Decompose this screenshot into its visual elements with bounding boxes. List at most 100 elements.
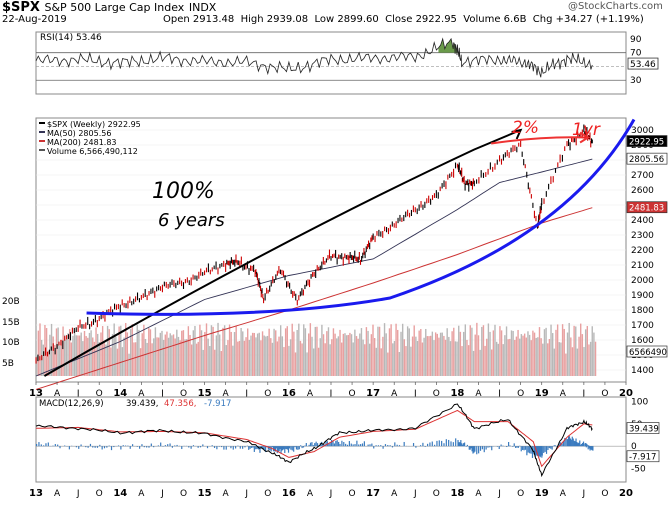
- volume-bar: [199, 324, 201, 376]
- macd-histogram-bar: [473, 446, 475, 453]
- macd-histogram-bar: [541, 446, 543, 456]
- price-x-tick: J: [160, 389, 164, 399]
- macd-histogram-bar: [348, 441, 350, 447]
- macd-histogram-bar: [250, 446, 253, 448]
- macd-histogram-bar: [419, 445, 422, 447]
- rsi-overbought-fill: [438, 38, 459, 53]
- volume-bar: [380, 348, 382, 376]
- volume-bar: [344, 333, 346, 376]
- volume-bar: [123, 337, 125, 376]
- macd-histogram-bar: [190, 446, 192, 449]
- macd-histogram-bar: [441, 440, 443, 447]
- price-x-tick: O: [180, 389, 187, 399]
- macd-histogram-bar: [252, 446, 254, 448]
- macd-histogram-bar: [377, 445, 380, 447]
- high-value: 2939.08: [266, 14, 309, 25]
- macd-y-tick: 0: [631, 442, 637, 452]
- macd-histogram-bar: [589, 446, 591, 451]
- macd-histogram-bar: [436, 440, 438, 447]
- macd-histogram-bar: [150, 443, 152, 447]
- volume-bar: [420, 328, 422, 376]
- macd-histogram-bar: [167, 444, 169, 447]
- macd-histogram-bar: [491, 446, 493, 451]
- volume-bar: [415, 336, 417, 376]
- macd-histogram-bar: [483, 446, 485, 453]
- macd-x-tick: J: [582, 489, 586, 499]
- volume-bar: [59, 345, 61, 376]
- volume-bar: [532, 330, 534, 376]
- volume-bar: [550, 324, 552, 376]
- macd-histogram-bar: [329, 442, 331, 447]
- macd-histogram-bar: [335, 440, 337, 447]
- macd-histogram-bar: [588, 445, 590, 447]
- macd-histogram-bar: [457, 440, 459, 447]
- last-value-box: [626, 152, 668, 165]
- macd-histogram-bar: [285, 446, 287, 449]
- volume-bar: [240, 327, 242, 376]
- volume-bar: [113, 323, 115, 376]
- volume-bar: [489, 331, 491, 376]
- macd-histogram-bar: [47, 442, 49, 447]
- macd-histogram-bar: [524, 446, 527, 450]
- red-arrow-head: [579, 131, 590, 144]
- volume-bar: [429, 335, 432, 376]
- volume-bar: [139, 348, 142, 376]
- macd-histogram-bar: [301, 446, 303, 449]
- macd-histogram-bar: [403, 441, 405, 447]
- volume-bar: [105, 344, 107, 376]
- macd-histogram-bar: [548, 446, 550, 449]
- volume-bar: [225, 345, 227, 376]
- volume-bar: [317, 347, 320, 376]
- macd-histogram-bar: [471, 446, 473, 452]
- macd-histogram-bar: [517, 446, 520, 448]
- macd-histogram-bar: [543, 446, 545, 453]
- volume-bar: [286, 326, 288, 376]
- macd-histogram-bar: [455, 438, 457, 447]
- macd-histogram-bar: [481, 446, 483, 450]
- volume-bar: [502, 344, 504, 376]
- macd-histogram-bar: [571, 436, 573, 447]
- last-value-box: [626, 345, 668, 358]
- macd-histogram-bar: [565, 438, 567, 447]
- macd-histogram-bar: [331, 440, 333, 447]
- price-x-tick: A: [138, 389, 145, 399]
- macd-histogram-bar: [544, 446, 546, 452]
- volume-bar: [566, 332, 569, 376]
- macd-histogram-bar: [248, 446, 250, 450]
- macd-histogram-bar: [476, 446, 478, 455]
- ohlc-readout: Open 2913.48 High 2939.08 Low 2899.60 Cl…: [163, 14, 644, 25]
- macd-legend-signal: 47.356,: [164, 399, 196, 409]
- macd-histogram-bar: [280, 446, 282, 454]
- ma50-line: [35, 158, 593, 377]
- macd-histogram-bar: [469, 446, 471, 450]
- volume-bar: [253, 332, 256, 376]
- price-y-tick: 2000: [631, 276, 654, 286]
- volume-bar: [242, 331, 244, 376]
- macd-histogram-bar: [558, 442, 560, 447]
- macd-histogram-bar: [239, 446, 241, 449]
- volume-bar: [522, 335, 524, 376]
- macd-histogram-bar: [478, 446, 480, 454]
- volume-bar: [238, 340, 241, 376]
- volume-bar: [373, 338, 376, 376]
- macd-histogram-bar: [591, 446, 593, 451]
- macd-histogram-bar: [582, 441, 585, 447]
- macd-histogram-bar: [567, 439, 569, 447]
- volume-bar: [355, 336, 358, 376]
- macd-histogram-bar: [346, 444, 349, 447]
- volume-bar: [466, 339, 468, 376]
- macd-histogram-bar: [87, 446, 89, 448]
- volume-bar: [481, 326, 483, 376]
- macd-histogram-bar: [277, 446, 279, 452]
- volume-bar: [299, 340, 302, 376]
- macd-histogram-bar: [394, 442, 396, 447]
- volume-bar: [261, 331, 264, 376]
- volume-bar: [576, 348, 579, 376]
- symbol-title: $SPX S&P 500 Large Cap Index INDX: [2, 0, 216, 15]
- rsi-line: [35, 37, 593, 78]
- volume-bar: [388, 328, 391, 376]
- macd-histogram-bar: [108, 445, 110, 447]
- volume-bar: [383, 323, 386, 376]
- macd-histogram-bar: [64, 445, 66, 447]
- price-y-tick: 3000: [631, 126, 654, 136]
